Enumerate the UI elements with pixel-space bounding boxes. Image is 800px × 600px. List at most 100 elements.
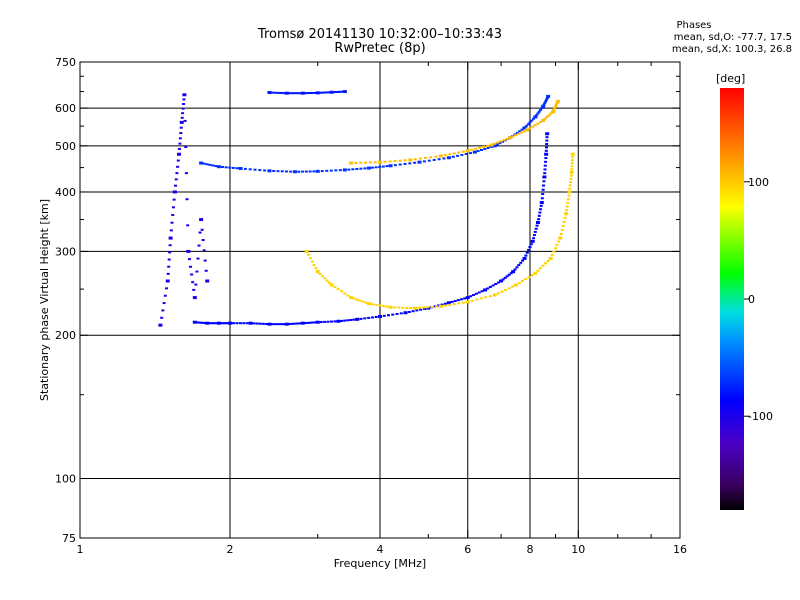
data-point [456,299,460,302]
data-point [513,268,517,271]
data-point [308,321,312,324]
trace-high-altitude-echoes [267,90,347,95]
data-point [290,92,294,95]
data-point [176,165,180,168]
data-point [339,290,343,293]
data-point [538,121,542,124]
data-point [267,169,272,173]
data-point [228,166,232,169]
trace-f-layer-extraordinary-trace [304,152,575,310]
data-point [488,285,492,288]
data-point [187,258,191,261]
data-point [486,287,490,290]
data-point [426,306,430,309]
data-point [544,100,548,103]
data-point [567,194,571,197]
data-point [520,280,524,283]
data-point [204,269,208,272]
data-point [374,303,378,306]
data-point [520,128,524,131]
data-point [515,266,519,269]
data-point [446,301,451,305]
data-point [158,323,163,327]
data-point [546,94,551,98]
data-point [475,298,479,301]
data-point [298,92,302,95]
data-point [336,288,340,291]
data-point [397,306,401,309]
data-point [189,265,193,268]
data-point [532,234,536,237]
data-point [479,297,483,300]
data-point [514,283,519,287]
data-point [263,169,267,172]
data-point [386,314,390,317]
data-point [546,259,550,262]
data-point [385,165,389,168]
data-point [486,146,490,149]
data-point [533,115,538,119]
data-point [546,115,550,118]
data-point [548,113,552,116]
data-point [443,154,447,157]
data-point [530,119,534,122]
data-point [528,121,532,124]
data-point [194,283,198,286]
data-point [569,177,573,180]
data-point [383,160,387,163]
data-point [314,267,318,270]
data-point [312,263,316,266]
data-point [555,99,560,103]
data-point [320,91,324,94]
data-point [570,162,574,165]
data-point [184,172,188,175]
data-point [347,168,351,171]
data-point [186,249,191,253]
data-point [483,288,488,292]
data-point [203,259,207,262]
data-point [253,168,257,171]
data-point [191,281,195,284]
data-point [424,156,428,159]
data-point [499,279,504,283]
data-point [517,264,521,267]
data-point [480,149,484,152]
data-point [526,123,530,126]
data-point [448,153,452,156]
data-point [378,165,382,168]
data-point [543,168,547,171]
data-point [453,300,457,303]
data-point [393,160,397,163]
data-point [323,320,327,323]
data-point [460,153,464,156]
data-point [185,198,189,201]
data-point [403,162,407,165]
data-point [557,240,561,243]
data-point [544,262,548,265]
data-point [178,142,182,145]
data-point [565,205,569,208]
data-point [235,322,239,325]
data-point [200,228,204,231]
data-point [371,303,375,306]
data-point [484,296,488,299]
colorbar-unit-label: [deg] [716,72,745,85]
data-point [196,257,200,260]
data-point [419,308,423,311]
data-point [179,126,183,129]
data-point [480,290,484,293]
data-point [522,130,526,133]
data-point [248,168,252,171]
data-point [279,323,283,326]
data-point [301,170,305,173]
data-point [518,130,522,133]
data-point [276,323,280,326]
data-point [300,91,305,95]
data-point [352,318,356,321]
data-point [219,322,223,325]
data-point [333,320,337,323]
data-point [368,161,372,164]
data-point [476,150,480,153]
data-point [282,92,286,95]
